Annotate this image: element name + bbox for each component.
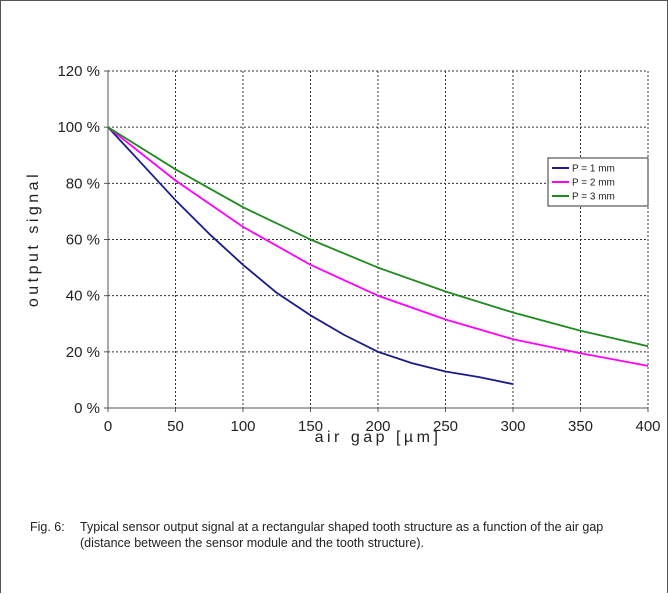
x-tick-label: 0: [104, 418, 112, 435]
x-tick-label: 150: [298, 418, 323, 435]
legend: P = 1 mm P = 2 mm P = 3 mm: [547, 157, 649, 207]
y-tick-label: 80 %: [66, 175, 100, 192]
x-tick-labels: 0 50 100 150 200 250 300 350 400: [104, 418, 661, 435]
y-tick-labels: 0 % 20 % 40 % 60 % 80 % 100 % 120 %: [57, 63, 100, 417]
y-tick-label: 0 %: [74, 400, 100, 417]
series-line-2: [107, 126, 649, 367]
legend-label: P = 2 mm: [572, 178, 615, 189]
series-lines: [107, 126, 649, 385]
x-tick-label: 300: [500, 418, 525, 435]
y-tick-label: 20 %: [66, 344, 100, 361]
series-line-3: [107, 126, 649, 348]
y-tick-label: 60 %: [66, 232, 100, 249]
x-tick-label: 400: [635, 418, 660, 435]
x-tick-label: 350: [568, 418, 593, 435]
x-tick-label: 250: [433, 418, 458, 435]
x-tick-label: 200: [365, 418, 390, 435]
caption-text: Typical sensor output signal at a rectan…: [80, 520, 604, 550]
legend-label: P = 3 mm: [572, 192, 615, 203]
series-line-1: [107, 126, 514, 385]
y-tick-label: 100 %: [57, 119, 100, 136]
legend-label: P = 1 mm: [572, 164, 615, 175]
y-tick-label: 120 %: [57, 63, 100, 80]
x-tick-label: 100: [230, 418, 255, 435]
y-tick-label: 40 %: [66, 288, 100, 305]
caption-label: Fig. 6:: [30, 520, 65, 534]
x-tick-label: 50: [167, 418, 184, 435]
x-axis-title: air gap [µm]: [315, 429, 442, 446]
y-axis-title: output signal: [25, 171, 42, 307]
axes: [104, 70, 649, 412]
